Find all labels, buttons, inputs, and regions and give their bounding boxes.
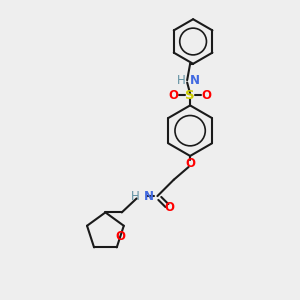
Text: O: O bbox=[164, 202, 174, 214]
Text: O: O bbox=[185, 157, 195, 170]
Text: H: H bbox=[177, 74, 186, 87]
Text: N: N bbox=[144, 190, 154, 202]
Text: N: N bbox=[190, 74, 200, 87]
Text: H: H bbox=[131, 190, 140, 202]
Text: O: O bbox=[115, 230, 125, 243]
Text: O: O bbox=[169, 88, 179, 101]
Text: S: S bbox=[185, 88, 195, 101]
Text: O: O bbox=[202, 88, 212, 101]
